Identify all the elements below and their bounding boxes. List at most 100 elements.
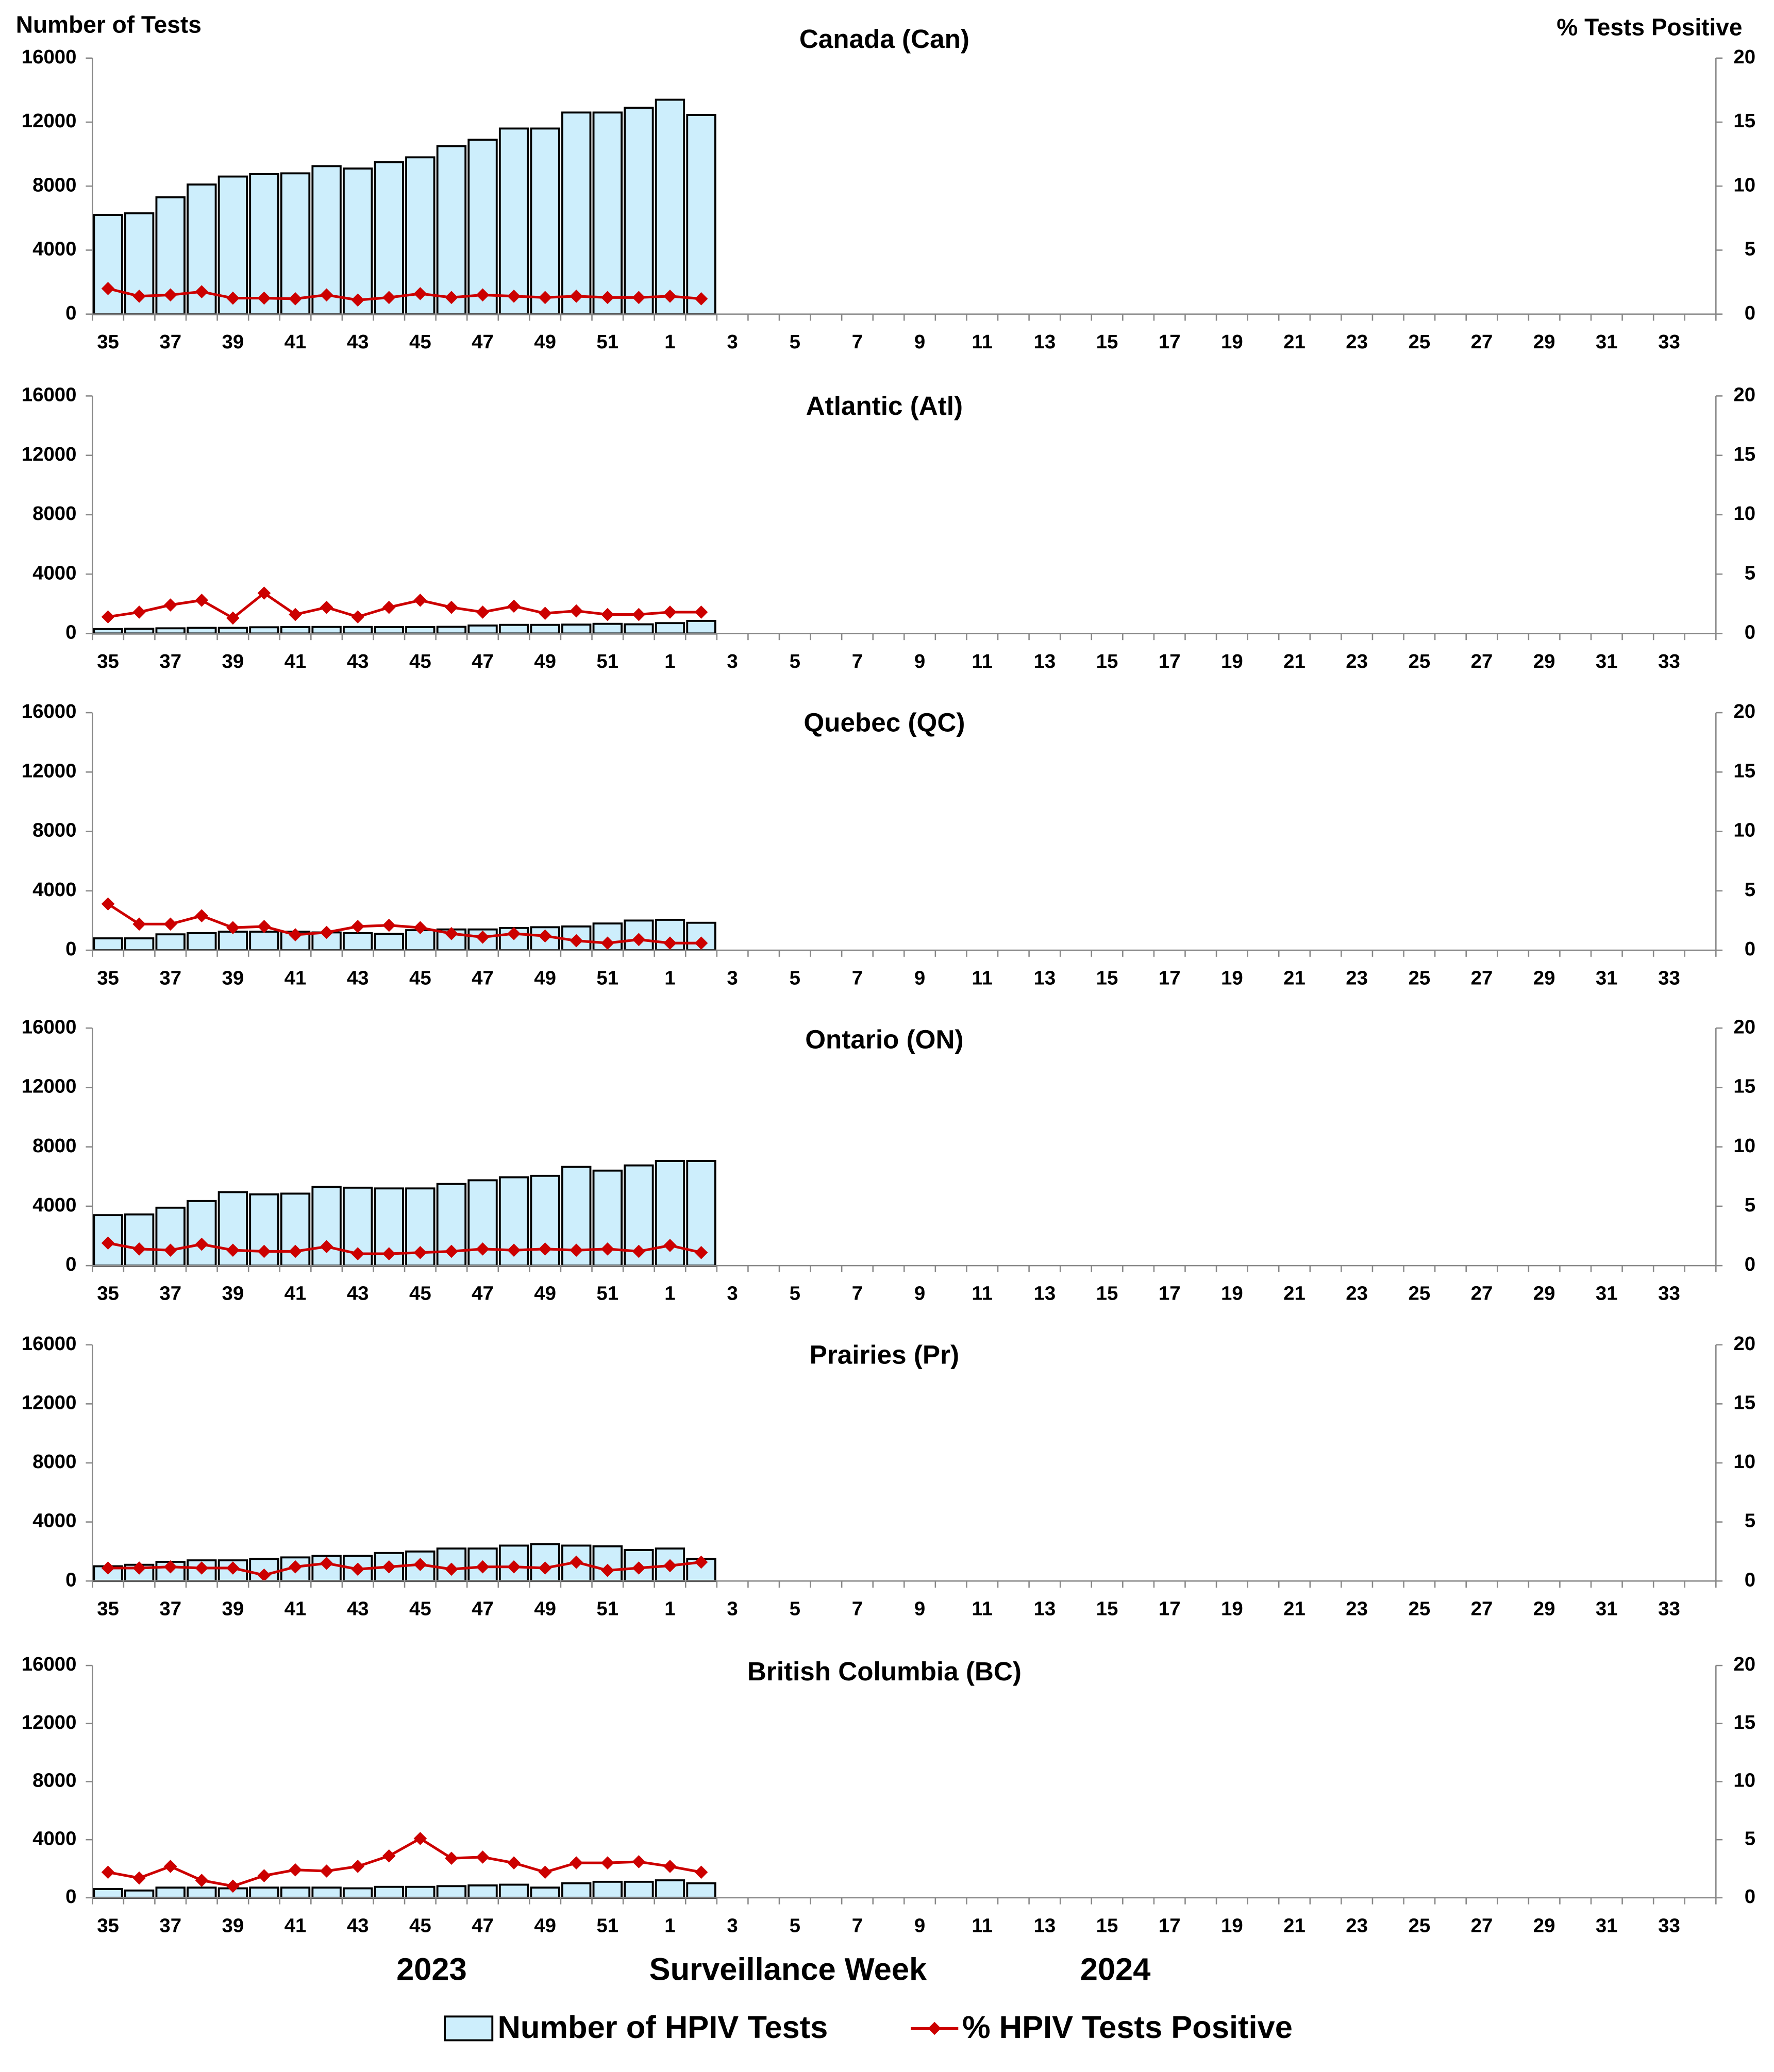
x-tick-label: 9 xyxy=(914,1598,925,1620)
line-marker xyxy=(101,1561,115,1575)
y-tick-label: 4000 xyxy=(32,238,76,260)
bar xyxy=(405,1885,436,1899)
line-marker xyxy=(320,288,333,302)
line-marker xyxy=(476,288,490,302)
y2-tick-label: 0 xyxy=(1745,621,1755,644)
x-tick-label: 41 xyxy=(284,331,307,353)
x-tick-label: 33 xyxy=(1658,1914,1680,1936)
x-tick-label: 31 xyxy=(1596,1283,1618,1305)
x-tick-label: 49 xyxy=(534,1598,556,1620)
bar xyxy=(249,931,279,951)
y2-tick-label: 20 xyxy=(1733,1653,1755,1675)
line-marker xyxy=(320,925,333,939)
y-tick-label: 16000 xyxy=(22,700,77,722)
x-tick-label: 21 xyxy=(1283,650,1306,672)
x-tick-label: 7 xyxy=(852,1283,863,1305)
y-tick-label: 8000 xyxy=(32,819,76,841)
x-tick-label: 19 xyxy=(1221,1598,1243,1620)
line-marker xyxy=(101,1236,115,1250)
x-tick-label: 33 xyxy=(1658,1283,1680,1305)
y2-tick-label: 5 xyxy=(1745,879,1755,901)
x-tick-label: 35 xyxy=(97,650,119,672)
line-marker xyxy=(538,1865,552,1879)
x-tick-label: 7 xyxy=(852,331,863,353)
y2-tick-label: 0 xyxy=(1745,1885,1755,1908)
bar xyxy=(93,937,123,951)
bar xyxy=(343,1887,373,1899)
y2-tick-label: 15 xyxy=(1733,760,1755,782)
line-marker xyxy=(289,1560,302,1574)
line-marker xyxy=(101,1865,115,1879)
bar xyxy=(187,932,217,951)
bar xyxy=(436,1885,467,1899)
legend-label: % HPIV Tests Positive xyxy=(962,2010,1293,2045)
bar xyxy=(217,175,248,315)
x-tick-label: 41 xyxy=(284,650,307,672)
x-tick-label: 11 xyxy=(972,1283,993,1305)
x-tick-label: 33 xyxy=(1658,1598,1680,1620)
y2-tick-label: 10 xyxy=(1733,1770,1755,1792)
x-tick-label: 37 xyxy=(159,331,181,353)
x-tick-label: 49 xyxy=(534,650,556,672)
x-tick-label: 1 xyxy=(664,331,675,353)
x-tick-label: 51 xyxy=(596,650,618,672)
bar xyxy=(655,622,685,635)
x-tick-label: 39 xyxy=(222,967,244,989)
x-tick-label: 39 xyxy=(222,1598,244,1620)
y-tick-label: 12000 xyxy=(22,1711,77,1733)
y-tick-label: 0 xyxy=(65,1253,76,1275)
bar xyxy=(530,624,560,635)
x-tick-label: 41 xyxy=(284,1598,307,1620)
line-marker xyxy=(507,926,521,940)
x-tick-label: 7 xyxy=(852,967,863,989)
x-tick-label: 11 xyxy=(972,331,993,353)
x-tick-label: 13 xyxy=(1034,967,1056,989)
bar xyxy=(374,933,404,951)
y2-tick-label: 15 xyxy=(1733,443,1755,465)
y2-tick-label: 10 xyxy=(1733,1135,1755,1157)
x-tick-label: 45 xyxy=(409,1283,431,1305)
bar xyxy=(93,1888,123,1899)
y2-tick-label: 5 xyxy=(1745,1194,1755,1216)
x-tick-label: 29 xyxy=(1533,1283,1555,1305)
x-tick-label: 49 xyxy=(534,1914,556,1936)
line-marker xyxy=(694,1245,708,1259)
x-tick-label: 17 xyxy=(1159,650,1181,672)
line-marker xyxy=(382,918,396,932)
y-tick-label: 8000 xyxy=(32,502,76,525)
bar xyxy=(249,626,279,635)
x-tick-label: 13 xyxy=(1034,650,1056,672)
bar xyxy=(124,628,155,635)
x-tick-label: 15 xyxy=(1096,1283,1118,1305)
y-tick-label: 8000 xyxy=(32,174,76,196)
bar xyxy=(405,626,436,635)
x-tick-label: 43 xyxy=(347,1598,369,1620)
y2-tick-label: 5 xyxy=(1745,1827,1755,1849)
x-tick-label: 21 xyxy=(1283,1914,1306,1936)
x-tick-label: 43 xyxy=(347,1914,369,1936)
line-marker xyxy=(163,1560,177,1574)
y-tick-label: 12000 xyxy=(22,760,77,782)
line-marker xyxy=(570,1243,583,1257)
x-tick-label: 45 xyxy=(409,967,431,989)
line-marker xyxy=(382,1849,396,1863)
line-marker xyxy=(694,605,708,619)
y2-tick-label: 15 xyxy=(1733,1075,1755,1098)
y2-tick-label: 5 xyxy=(1745,562,1755,584)
line-marker xyxy=(320,600,333,614)
line-marker xyxy=(600,608,614,621)
x-tick-label: 17 xyxy=(1159,1283,1181,1305)
x-tick-label: 27 xyxy=(1471,1914,1493,1936)
x-tick-label: 43 xyxy=(347,967,369,989)
x-tick-label: 27 xyxy=(1471,650,1493,672)
y2-tick-label: 10 xyxy=(1733,174,1755,196)
legend-label: Number of HPIV Tests xyxy=(498,2010,828,2045)
line-marker xyxy=(351,1860,364,1873)
x-tick-label: 33 xyxy=(1658,331,1680,353)
line-marker xyxy=(257,1869,271,1882)
x-tick-label: 3 xyxy=(727,331,738,353)
x-tick-label: 17 xyxy=(1159,967,1181,989)
x-tick-label: 21 xyxy=(1283,1283,1306,1305)
bar xyxy=(280,172,311,315)
x-tick-label: 23 xyxy=(1346,650,1368,672)
